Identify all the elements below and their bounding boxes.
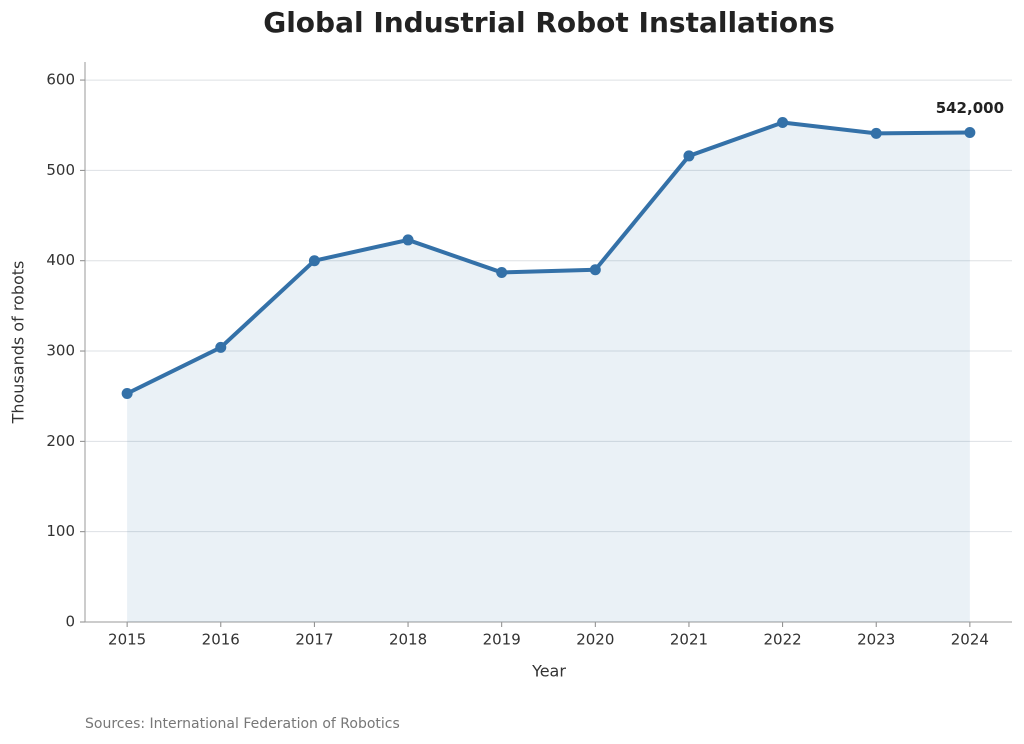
x-tick-label: 2017	[295, 631, 333, 649]
point	[402, 234, 414, 246]
y-tick-label: 0	[65, 613, 75, 631]
y-tick-label: 300	[46, 342, 75, 360]
value-label: 542,000	[936, 99, 1004, 117]
x-tick-label: 2024	[951, 631, 989, 649]
x-tick-label: 2016	[202, 631, 240, 649]
y-tick-label: 500	[46, 161, 75, 179]
y-tick-label: 600	[46, 71, 75, 89]
line	[126, 120, 970, 396]
x-tick-label: 2018	[389, 631, 427, 649]
y-tick-label: 200	[46, 432, 75, 450]
point	[777, 117, 789, 129]
x-tick-label: 2015	[108, 631, 146, 649]
area	[127, 122, 970, 623]
point	[870, 127, 882, 139]
point	[121, 387, 133, 399]
source-note: Sources: International Federation of Rob…	[85, 716, 400, 732]
y-tick-label: 400	[46, 251, 75, 269]
y-axis-label: Thousands of robots	[9, 261, 28, 425]
x-axis-label: Year	[531, 662, 566, 681]
point	[215, 341, 227, 353]
y-tick-label: 100	[46, 522, 75, 540]
x-tick-label: 2023	[857, 631, 895, 649]
x-tick-label: 2020	[576, 631, 614, 649]
point	[589, 264, 601, 276]
point	[496, 266, 508, 278]
x-tick-label: 2021	[670, 631, 708, 649]
point	[308, 255, 320, 267]
x-tick-label: 2019	[483, 631, 521, 649]
x-tick-label: 2022	[763, 631, 801, 649]
point	[964, 126, 976, 138]
point	[683, 150, 695, 162]
chart-title: Global Industrial Robot Installations	[263, 6, 835, 39]
